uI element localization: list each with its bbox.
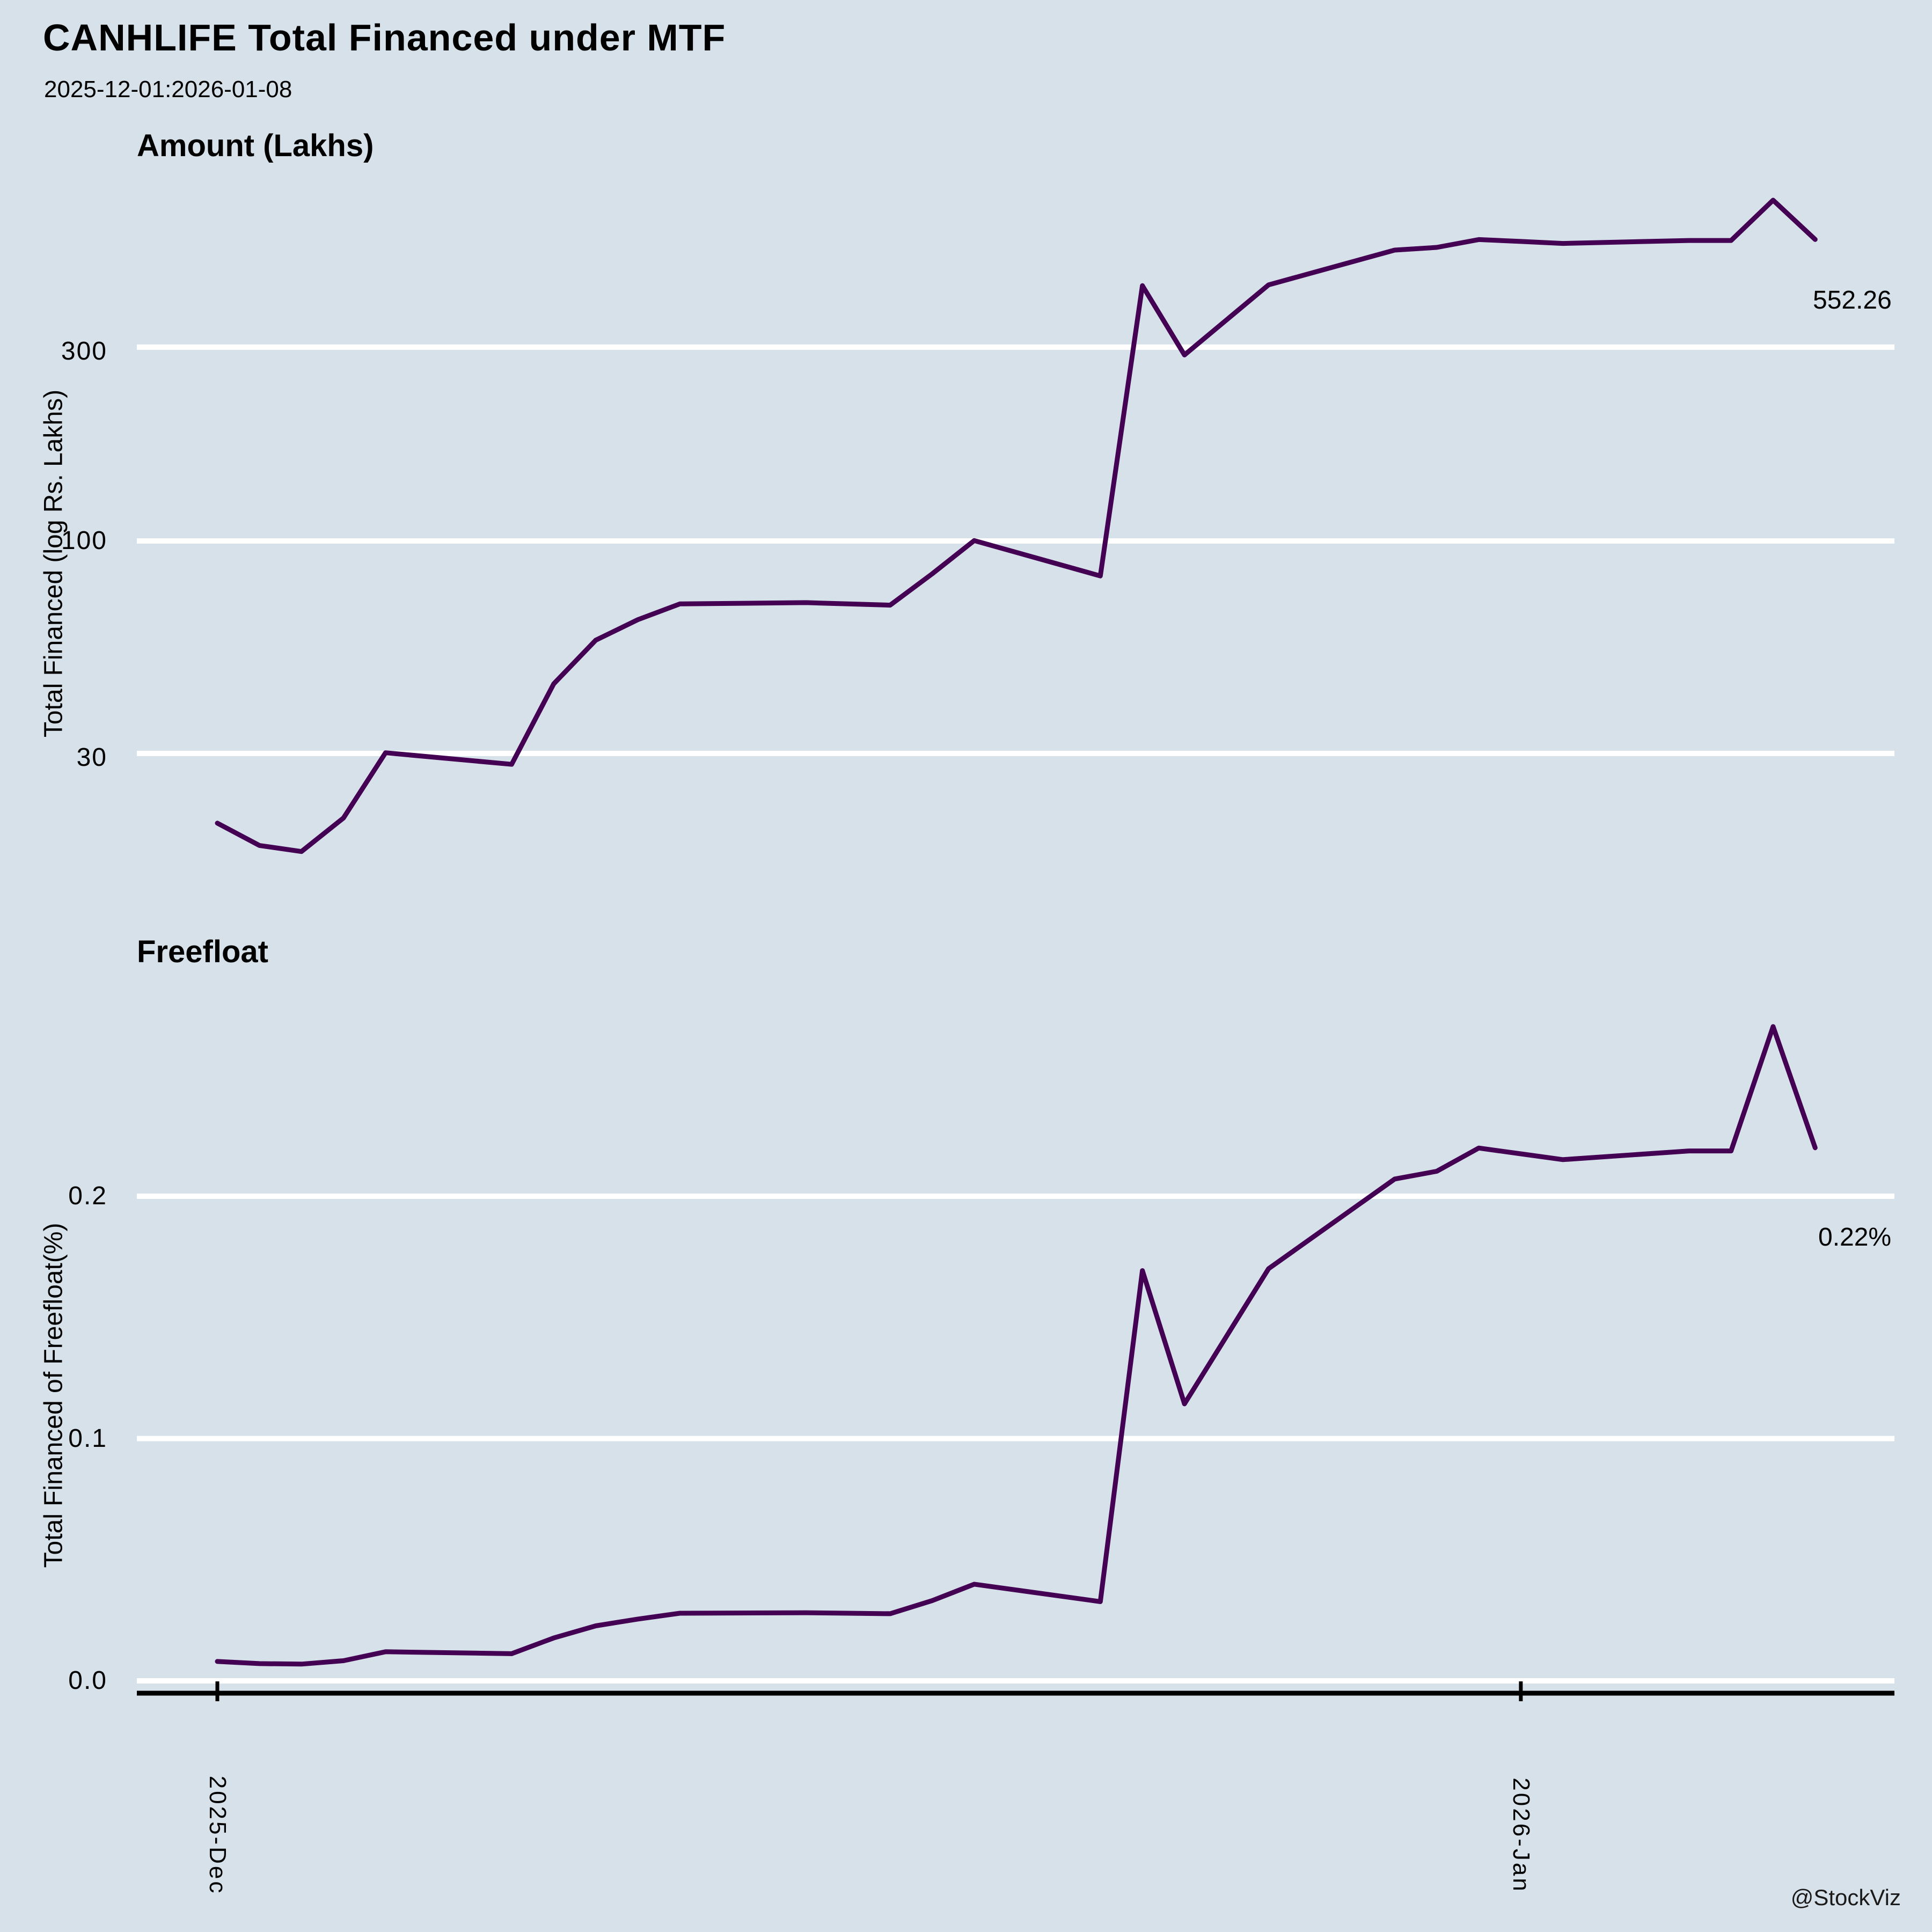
date-range-subtitle: 2025-12-01:2026-01-08	[44, 76, 292, 103]
ytick-label-0p0: 0.0	[68, 1666, 107, 1695]
freefloat-panel-title: Freefloat	[137, 934, 268, 969]
amount-y-axis-label: Total Financed (log Rs. Lakhs)	[39, 389, 68, 738]
page-title: CANHLIFE Total Financed under MTF	[43, 17, 726, 58]
gridlines	[137, 344, 1894, 1684]
ytick-label-30: 30	[76, 743, 107, 772]
freefloat-y-axis-label: Total Financed of Freefloat(%)	[39, 1223, 68, 1568]
series-lines	[215, 197, 1818, 1667]
stockviz-watermark: @StockViz	[1790, 1885, 1901, 1910]
xtick-label-2025-dec: 2025-Dec	[204, 1775, 231, 1896]
amount-end-value-label: 552.26	[1813, 286, 1892, 314]
series-line-amount	[215, 197, 1818, 854]
amount-panel-title: Amount (Lakhs)	[137, 128, 374, 163]
x-axis	[137, 1681, 1894, 1701]
ytick-label-300: 300	[61, 337, 107, 365]
ytick-label-100: 100	[61, 526, 107, 555]
freefloat-end-value-label: 0.22%	[1818, 1223, 1892, 1252]
ytick-label-0p1: 0.1	[68, 1424, 107, 1453]
xtick-label-2026-jan: 2026-Jan	[1508, 1777, 1534, 1893]
ytick-label-0p2: 0.2	[68, 1182, 107, 1210]
series-line-freefloat	[215, 1024, 1818, 1667]
